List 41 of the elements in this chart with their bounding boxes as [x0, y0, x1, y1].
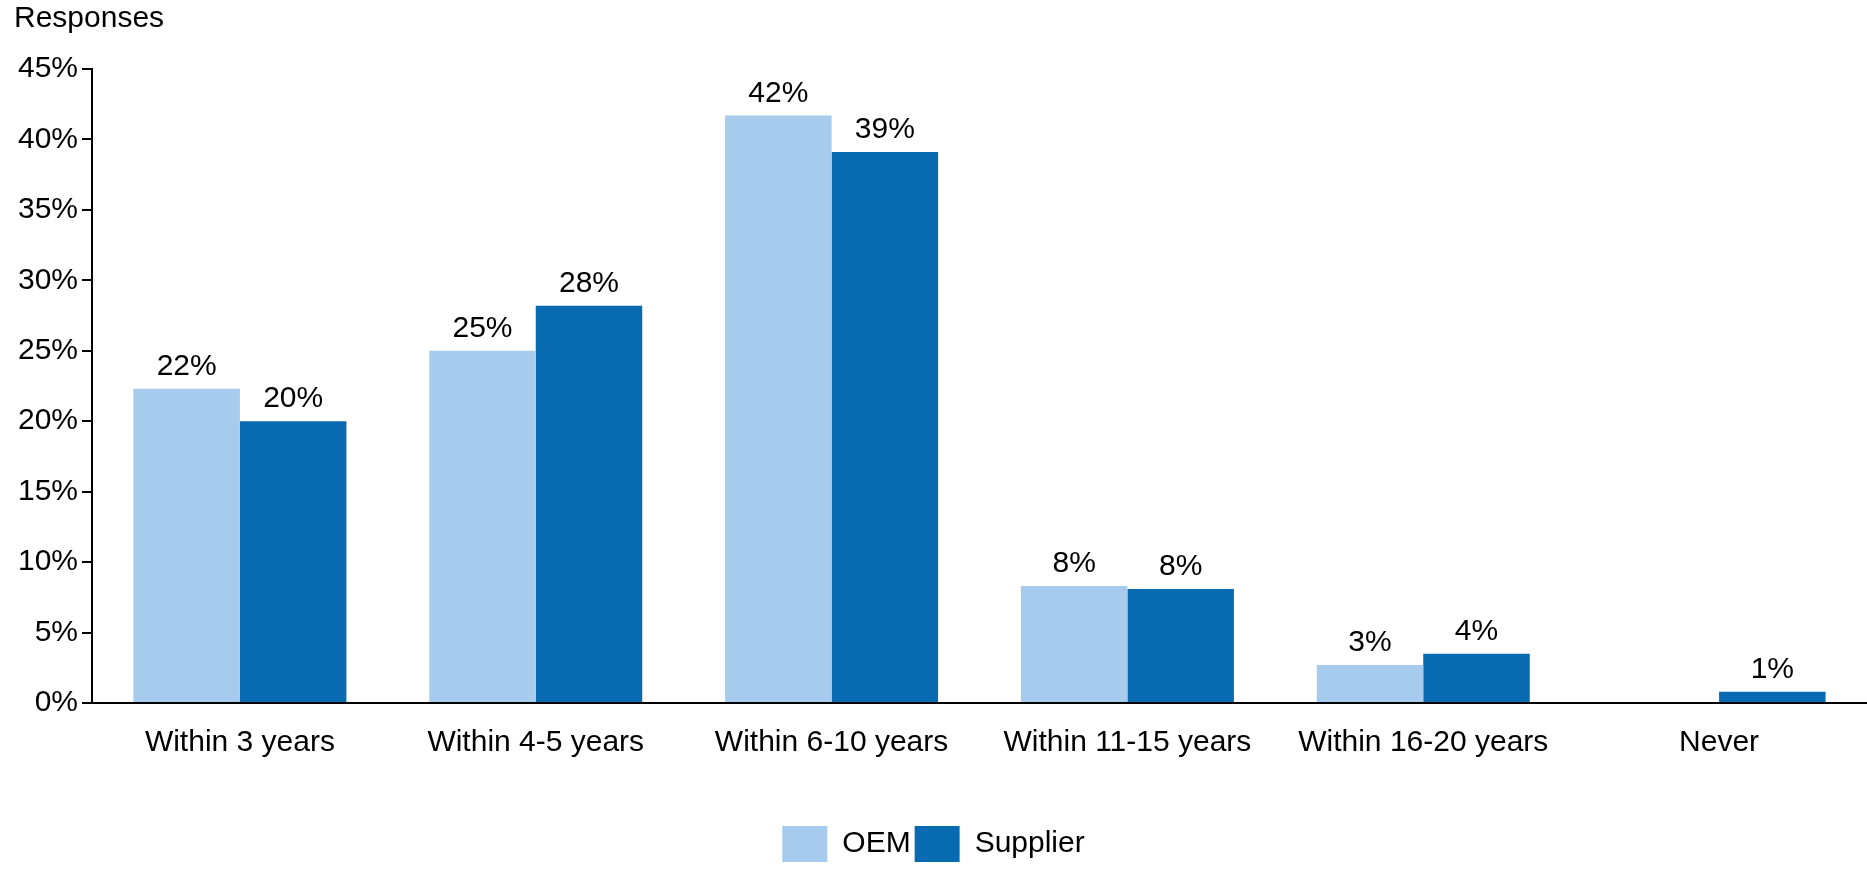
- data-label: 1%: [1750, 650, 1795, 684]
- y-tick-label: 20%: [17, 402, 78, 436]
- bar: [1020, 586, 1128, 702]
- bar: [1127, 588, 1234, 702]
- data-label: 4%: [1454, 612, 1499, 646]
- bar: [725, 115, 832, 702]
- data-label: 3%: [1348, 624, 1392, 658]
- bar: [535, 305, 643, 702]
- data-label: 8%: [1158, 548, 1203, 582]
- data-label: 42%: [748, 74, 809, 108]
- x-tick-label: Never: [1679, 724, 1760, 758]
- bar: [1719, 691, 1826, 702]
- y-tick-label: 35%: [17, 191, 78, 225]
- y-tick-label: 25%: [17, 332, 78, 366]
- bar: [429, 350, 536, 702]
- legend-label: OEM: [842, 825, 911, 859]
- y-tick-label: 40%: [17, 120, 78, 154]
- bar: [1316, 664, 1424, 702]
- y-axis-title: Responses: [14, 0, 165, 34]
- bar: [831, 152, 939, 702]
- data-label: 28%: [558, 264, 620, 298]
- y-tick-label: 30%: [17, 261, 78, 295]
- data-label: 39%: [854, 111, 915, 145]
- data-label: 8%: [1052, 545, 1096, 579]
- data-label: 22%: [156, 348, 217, 382]
- legend-label: Supplier: [974, 825, 1085, 859]
- bar: [133, 388, 240, 702]
- y-tick-label: 45%: [17, 50, 78, 84]
- x-tick-label: Within 16-20 years: [1298, 724, 1549, 758]
- x-tick-label: Within 4-5 years: [427, 724, 645, 758]
- x-tick-label: Within 11-15 years: [1003, 724, 1252, 758]
- y-tick-label: 5%: [34, 613, 78, 647]
- data-label: 20%: [263, 380, 324, 414]
- y-tick-label: 10%: [17, 543, 78, 577]
- y-tick-label: 0%: [34, 684, 78, 718]
- x-tick-label: Within 6-10 years: [714, 724, 949, 758]
- y-tick-label: 15%: [17, 472, 78, 506]
- data-label: 25%: [452, 310, 513, 344]
- bar: [239, 421, 347, 702]
- bar: [1423, 653, 1530, 702]
- x-tick-label: Within 3 years: [144, 724, 335, 758]
